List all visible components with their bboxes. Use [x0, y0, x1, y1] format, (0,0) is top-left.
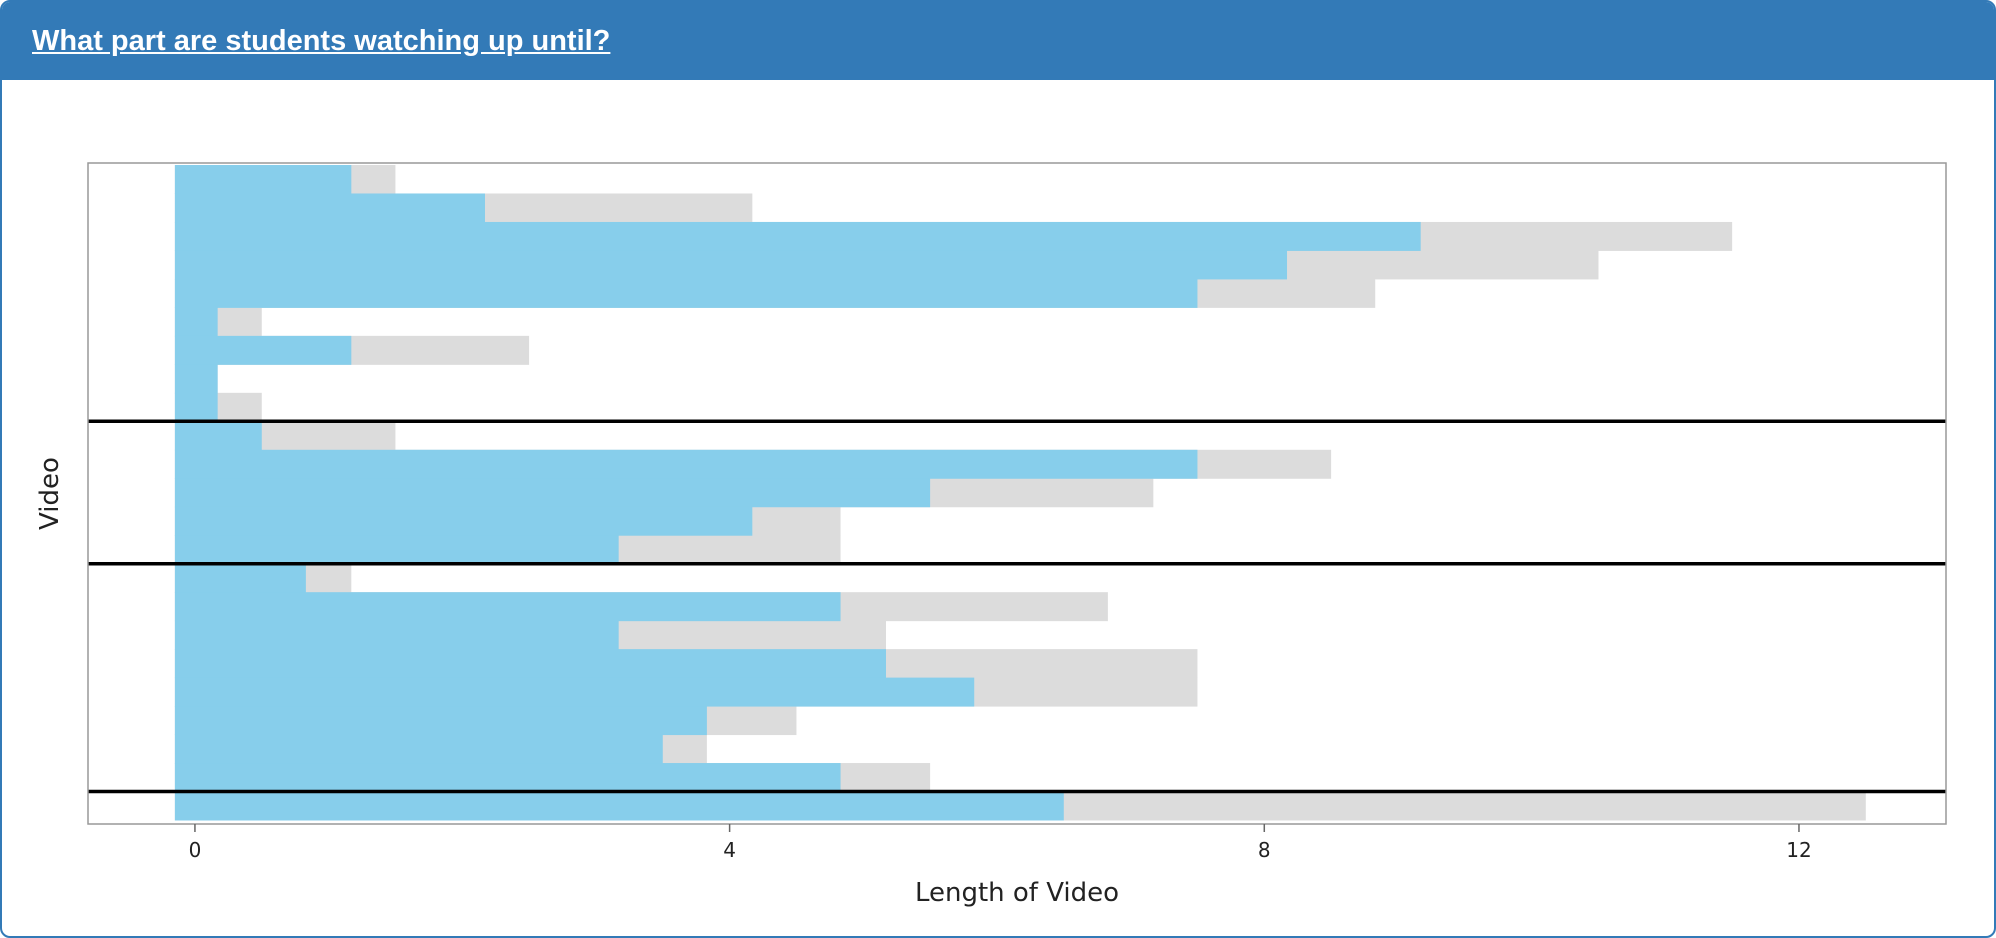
watched-bar: [174, 449, 1198, 479]
watched-bar: [174, 506, 753, 536]
watched-portion-bars: [174, 165, 1421, 821]
watched-bar: [174, 165, 352, 194]
watched-bar: [174, 563, 306, 593]
watched-bar: [174, 677, 975, 707]
watched-bar: [174, 791, 1064, 821]
x-axis-title: Length of Video: [915, 878, 1119, 908]
watched-bar: [174, 307, 218, 337]
watched-bar: [174, 421, 262, 451]
watched-bar: [174, 478, 931, 508]
watched-bar: [174, 649, 887, 679]
watched-bar: [174, 364, 218, 394]
watched-bar: [174, 706, 707, 736]
watched-bar: [174, 535, 619, 565]
watched-bar: [174, 221, 1421, 251]
watched-bar: [174, 250, 1288, 280]
y-axis-title: Video: [35, 457, 65, 530]
group-separators: [88, 419, 1946, 794]
x-axis: 0 4 8 12: [189, 824, 1812, 862]
watched-bar: [174, 734, 663, 764]
watched-bar: [174, 392, 218, 422]
x-tick-label: 8: [1258, 838, 1271, 862]
panel-heading: What part are students watching up until…: [2, 2, 1994, 80]
watched-bar: [174, 620, 619, 650]
watched-bar: [174, 592, 841, 622]
watched-bar: [174, 193, 485, 223]
x-tick-label: 4: [723, 838, 736, 862]
watched-bar: [174, 335, 352, 365]
plot-border: [87, 162, 1947, 825]
panel-title-link[interactable]: What part are students watching up until…: [32, 24, 611, 57]
watched-bar: [174, 278, 1198, 308]
x-tick-label: 12: [1786, 838, 1811, 862]
x-tick-label: 0: [189, 838, 202, 862]
watched-bar: [174, 763, 841, 793]
